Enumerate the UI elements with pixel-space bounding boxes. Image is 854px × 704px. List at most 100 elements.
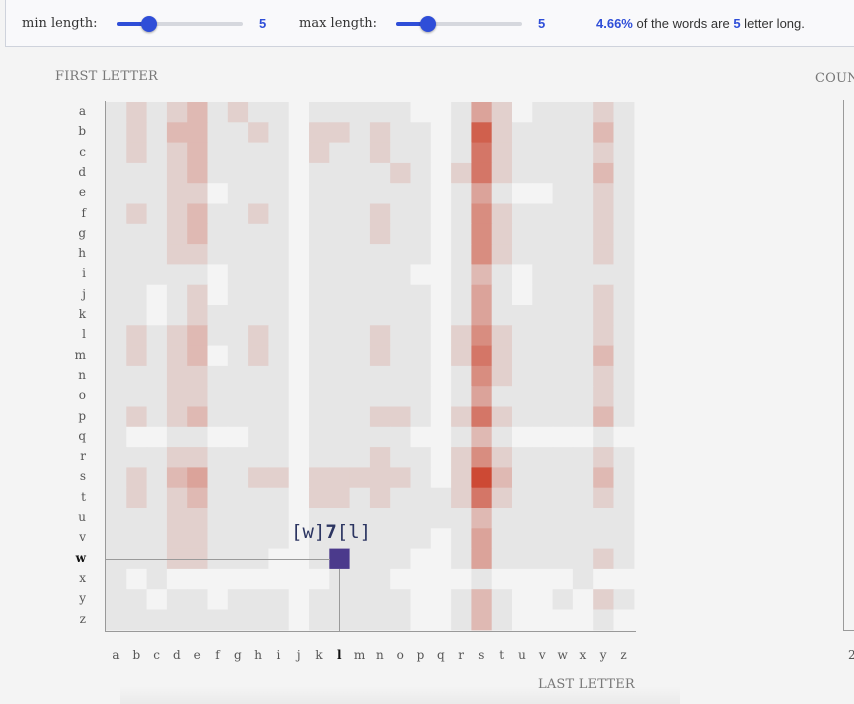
heatmap-cell-o-n[interactable]: [369, 386, 391, 408]
heatmap-cell-y-q[interactable]: [430, 589, 452, 611]
heatmap-cell-j-j[interactable]: [288, 284, 310, 306]
heatmap-cell-h-v[interactable]: [532, 244, 554, 265]
heatmap-cell-k-q[interactable]: [430, 305, 452, 326]
heatmap-cell-n-x[interactable]: [572, 365, 594, 387]
heatmap-cell-e-x[interactable]: [572, 183, 594, 205]
heatmap-cell-n-h[interactable]: [248, 365, 269, 387]
heatmap-cell-t-e[interactable]: [187, 487, 209, 509]
heatmap-cell-y-h[interactable]: [248, 589, 269, 611]
heatmap-cell-a-t[interactable]: [491, 102, 513, 123]
heatmap-cell-k-r[interactable]: [451, 305, 472, 326]
heatmap-cell-z-p[interactable]: [410, 609, 432, 631]
heatmap-cell-x-n[interactable]: [369, 568, 391, 590]
heatmap-cell-j-k[interactable]: [309, 284, 330, 306]
heatmap-cell-v-h[interactable]: [248, 528, 269, 550]
heatmap-cell-y-a[interactable]: [106, 589, 127, 611]
heatmap-cell-t-m[interactable]: [349, 487, 371, 509]
heatmap-cell-y-r[interactable]: [451, 589, 472, 611]
heatmap-cell-q-q[interactable]: [430, 426, 452, 448]
heatmap-cell-r-w[interactable]: [552, 447, 574, 468]
heatmap-cell-c-s[interactable]: [471, 142, 493, 164]
heatmap-cell-f-c[interactable]: [146, 203, 168, 225]
heatmap-cell-k-z[interactable]: [613, 305, 635, 326]
heatmap-cell-n-j[interactable]: [288, 365, 310, 387]
heatmap-cell-u-t[interactable]: [491, 508, 513, 529]
heatmap-cell-g-f[interactable]: [207, 223, 229, 245]
heatmap-cell-m-i[interactable]: [268, 345, 290, 367]
heatmap-cell-b-x[interactable]: [572, 122, 594, 144]
heatmap-cell-j-q[interactable]: [430, 284, 452, 306]
heatmap-cell-u-s[interactable]: [471, 508, 493, 529]
heatmap-cell-q-j[interactable]: [288, 426, 310, 448]
heatmap-cell-i-n[interactable]: [369, 264, 391, 286]
heatmap-cell-l-v[interactable]: [532, 325, 554, 347]
heatmap-cell-a-m[interactable]: [349, 102, 371, 123]
heatmap-cell-w-w[interactable]: [552, 548, 574, 570]
heatmap-cell-h-d[interactable]: [166, 244, 188, 265]
heatmap-cell-e-f[interactable]: [207, 183, 229, 205]
heatmap-cell-e-b[interactable]: [126, 183, 148, 205]
heatmap-cell-n-z[interactable]: [613, 365, 635, 387]
heatmap-cell-x-j[interactable]: [288, 568, 310, 590]
heatmap-cell-l-s[interactable]: [471, 325, 493, 347]
heatmap-cell-e-r[interactable]: [451, 183, 472, 205]
heatmap-cell-b-p[interactable]: [410, 122, 432, 144]
heatmap-cell-y-w[interactable]: [552, 589, 574, 611]
heatmap-cell-u-v[interactable]: [532, 508, 554, 529]
heatmap-cell-b-d[interactable]: [166, 122, 188, 144]
heatmap-cell-x-r[interactable]: [451, 568, 472, 590]
heatmap-cell-f-y[interactable]: [593, 203, 615, 225]
heatmap-cell-g-d[interactable]: [166, 223, 188, 245]
heatmap-cell-r-c[interactable]: [146, 447, 168, 468]
heatmap-cell-c-l[interactable]: [329, 142, 351, 164]
heatmap-cell-s-b[interactable]: [126, 467, 148, 489]
heatmap-cell-m-m[interactable]: [349, 345, 371, 367]
heatmap-cell-f-s[interactable]: [471, 203, 493, 225]
heatmap-cell-i-k[interactable]: [309, 264, 330, 286]
heatmap-cell-f-j[interactable]: [288, 203, 310, 225]
heatmap-cell-p-x[interactable]: [572, 406, 594, 428]
heatmap-cell-f-i[interactable]: [268, 203, 290, 225]
heatmap-cell-m-o[interactable]: [390, 345, 412, 367]
heatmap-cell-g-o[interactable]: [390, 223, 412, 245]
heatmap-cell-j-i[interactable]: [268, 284, 290, 306]
heatmap-cell-t-a[interactable]: [106, 487, 127, 509]
heatmap-cell-e-h[interactable]: [248, 183, 269, 205]
heatmap-cell-d-b[interactable]: [126, 162, 148, 184]
heatmap-cell-o-k[interactable]: [309, 386, 330, 408]
heatmap-cell-k-v[interactable]: [532, 305, 554, 326]
heatmap-cell-x-t[interactable]: [491, 568, 513, 590]
heatmap-cell-x-y[interactable]: [593, 568, 615, 590]
heatmap-cell-q-e[interactable]: [187, 426, 209, 448]
heatmap-cell-n-w[interactable]: [552, 365, 574, 387]
heatmap-cell-d-s[interactable]: [471, 162, 493, 184]
heatmap-cell-s-j[interactable]: [288, 467, 310, 489]
heatmap-cell-c-h[interactable]: [248, 142, 269, 164]
heatmap-cell-f-k[interactable]: [309, 203, 330, 225]
heatmap-cell-h-c[interactable]: [146, 244, 168, 265]
heatmap-cell-j-h[interactable]: [248, 284, 269, 306]
heatmap-cell-r-u[interactable]: [512, 447, 533, 468]
heatmap-cell-l-c[interactable]: [146, 325, 168, 347]
heatmap-cell-u-i[interactable]: [268, 508, 290, 529]
heatmap-cell-i-t[interactable]: [491, 264, 513, 286]
heatmap-cell-i-o[interactable]: [390, 264, 412, 286]
heatmap-cell-w-z[interactable]: [613, 548, 635, 570]
heatmap-cell-j-z[interactable]: [613, 284, 635, 306]
heatmap-cell-e-g[interactable]: [227, 183, 249, 205]
heatmap-cell-t-b[interactable]: [126, 487, 148, 509]
heatmap-cell-t-j[interactable]: [288, 487, 310, 509]
heatmap-cell-j-m[interactable]: [349, 284, 371, 306]
heatmap-cell-l-w[interactable]: [552, 325, 574, 347]
heatmap-cell-z-y[interactable]: [593, 609, 615, 631]
heatmap-cell-l-r[interactable]: [451, 325, 472, 347]
heatmap-cell-c-u[interactable]: [512, 142, 533, 164]
heatmap-cell-t-i[interactable]: [268, 487, 290, 509]
heatmap-cell-v-f[interactable]: [207, 528, 229, 550]
heatmap-cell-a-v[interactable]: [532, 102, 554, 123]
heatmap-cell-u-p[interactable]: [410, 508, 432, 529]
heatmap-cell-p-o[interactable]: [390, 406, 412, 428]
heatmap-cell-h-p[interactable]: [410, 244, 432, 265]
heatmap-cell-p-k[interactable]: [309, 406, 330, 428]
heatmap-cell-h-q[interactable]: [430, 244, 452, 265]
